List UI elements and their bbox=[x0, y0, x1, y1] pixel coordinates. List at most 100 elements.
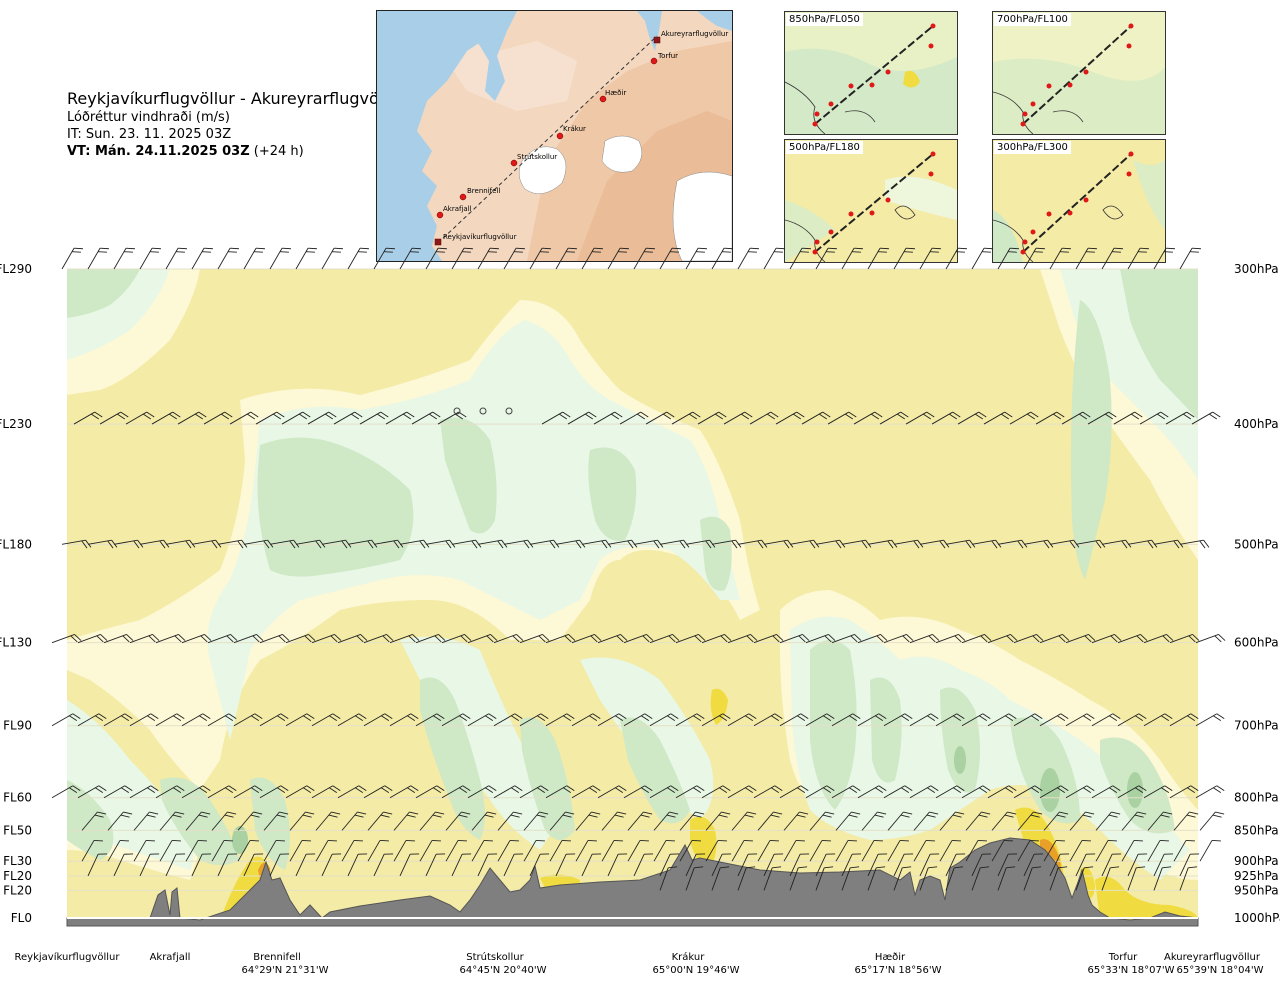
wind-barb bbox=[645, 411, 675, 425]
wind-barb bbox=[503, 853, 524, 877]
wind-barb bbox=[737, 866, 756, 891]
wind-barb bbox=[113, 247, 135, 270]
wind-barb bbox=[289, 811, 315, 831]
wind-barb bbox=[191, 853, 212, 877]
plot-area bbox=[51, 247, 1226, 927]
flight-level-label: FL20 bbox=[3, 883, 32, 897]
wind-barb bbox=[1153, 247, 1175, 270]
wind-barb bbox=[367, 839, 389, 862]
flight-level-label: FL20 bbox=[3, 869, 32, 883]
wind-barb bbox=[909, 713, 939, 727]
wind-barb bbox=[831, 785, 861, 799]
wind-barb bbox=[373, 539, 404, 549]
wind-barb bbox=[601, 811, 627, 831]
wind-barb bbox=[1087, 411, 1117, 425]
wind-barb bbox=[389, 785, 419, 799]
wind-barb bbox=[997, 247, 1019, 270]
quantity-label: Lóðréttur vindhraði (m/s) bbox=[67, 110, 230, 125]
wind-barb bbox=[259, 713, 289, 727]
wind-barb bbox=[129, 785, 159, 799]
wind-barb bbox=[1091, 713, 1121, 727]
wind-barb bbox=[607, 539, 638, 549]
wind-barb bbox=[593, 411, 623, 425]
wind-barb bbox=[269, 539, 300, 549]
wind-barb bbox=[763, 247, 785, 270]
wind-barb bbox=[1075, 539, 1106, 549]
wind-barb bbox=[87, 853, 108, 877]
wind-barb bbox=[467, 713, 497, 727]
wind-barb bbox=[503, 247, 525, 270]
wind-barb bbox=[727, 785, 757, 799]
wind-barb bbox=[831, 713, 861, 727]
wind-barb bbox=[581, 539, 612, 549]
wind-barb bbox=[181, 785, 211, 799]
wind-barb bbox=[913, 811, 939, 831]
panel-500: 500hPa/FL180 bbox=[784, 139, 958, 263]
bottom-axis: Reykjavíkurflugvöllur Akrafjall Brennifell… bbox=[15, 951, 1264, 976]
wind-barb bbox=[1049, 853, 1070, 877]
flight-level-label: FL130 bbox=[0, 636, 32, 650]
wind-barb bbox=[909, 634, 940, 644]
wind-barb bbox=[333, 411, 363, 425]
wind-barb bbox=[191, 247, 213, 270]
wind-barb bbox=[113, 853, 134, 877]
wind-barb bbox=[1023, 247, 1045, 270]
wind-barb bbox=[1009, 411, 1039, 425]
wind-barb bbox=[363, 713, 393, 727]
wind-barb bbox=[1017, 811, 1043, 831]
wind-barb bbox=[935, 713, 965, 727]
wind-barb bbox=[445, 839, 467, 862]
wind-barb bbox=[1023, 853, 1044, 877]
pressure-label: 1000hPa bbox=[1234, 911, 1280, 925]
wind-barb bbox=[259, 785, 289, 799]
wind-barb bbox=[155, 785, 185, 799]
wind-barb bbox=[211, 811, 237, 831]
wind-barb bbox=[827, 411, 857, 425]
wind-barb bbox=[1195, 634, 1226, 644]
wind-barb bbox=[263, 839, 285, 862]
terrain bbox=[66, 837, 1199, 927]
wind-barb bbox=[545, 634, 576, 644]
wind-barb bbox=[861, 839, 883, 862]
wind-barb bbox=[281, 411, 311, 425]
wind-barb bbox=[311, 713, 341, 727]
wind-barb bbox=[961, 785, 991, 799]
wind-barb bbox=[887, 811, 913, 831]
wind-barb bbox=[971, 539, 1002, 549]
wind-barb bbox=[1127, 866, 1146, 891]
wind-barb bbox=[1061, 411, 1091, 425]
wind-barb bbox=[789, 853, 810, 877]
wind-barb bbox=[177, 411, 207, 425]
wind-barb bbox=[815, 866, 834, 891]
wind-barb bbox=[185, 811, 211, 831]
wind-barb bbox=[519, 713, 549, 727]
wind-barb bbox=[207, 713, 237, 727]
flight-level-label: FL230 bbox=[0, 417, 32, 431]
wind-barb bbox=[1069, 839, 1091, 862]
wind-barb bbox=[165, 853, 186, 877]
wind-barb bbox=[801, 411, 831, 425]
map-label-haedir: Hæðir bbox=[605, 89, 626, 97]
wind-barb bbox=[779, 713, 809, 727]
wind-barb bbox=[87, 247, 109, 270]
location-label: Torfur bbox=[1108, 952, 1138, 963]
wind-barb bbox=[1075, 853, 1096, 877]
wind-barb bbox=[243, 853, 264, 877]
issue-time: IT: Sun. 23. 11. 2025 03Z bbox=[67, 127, 232, 142]
wind-barb bbox=[675, 713, 705, 727]
wind-barb bbox=[753, 634, 784, 644]
location-label: Akureyrarflugvöllur bbox=[1164, 952, 1261, 963]
wind-barb bbox=[159, 811, 185, 831]
map-label-akureyri: Akureyrarflugvöllur bbox=[661, 30, 728, 38]
wind-barb bbox=[909, 785, 939, 799]
wind-barb bbox=[987, 713, 1017, 727]
map-label-strutskollur: Strútskollur bbox=[517, 153, 557, 161]
wind-barb bbox=[207, 634, 238, 644]
green-regions bbox=[67, 269, 1198, 870]
wind-barb bbox=[945, 539, 976, 549]
wind-barb bbox=[217, 853, 238, 877]
location-coords: 64°29'N 21°31'W bbox=[242, 965, 329, 976]
wind-barb bbox=[555, 247, 577, 270]
wind-barb bbox=[581, 247, 603, 270]
panel-label: 850hPa/FL050 bbox=[786, 13, 863, 26]
